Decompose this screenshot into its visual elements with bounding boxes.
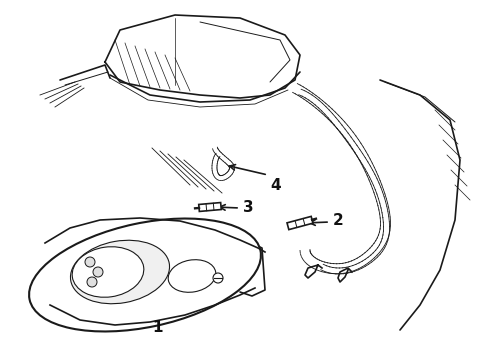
Ellipse shape [71, 240, 170, 304]
Text: 2: 2 [333, 213, 344, 228]
Polygon shape [199, 203, 221, 211]
Polygon shape [287, 216, 313, 230]
Text: 3: 3 [243, 200, 254, 215]
Text: 4: 4 [270, 178, 281, 193]
Circle shape [213, 273, 223, 283]
Circle shape [87, 277, 97, 287]
Text: 1: 1 [152, 320, 163, 335]
Circle shape [85, 257, 95, 267]
Circle shape [93, 267, 103, 277]
Ellipse shape [72, 247, 144, 297]
Ellipse shape [29, 219, 261, 332]
Polygon shape [105, 15, 300, 98]
Ellipse shape [168, 260, 216, 292]
